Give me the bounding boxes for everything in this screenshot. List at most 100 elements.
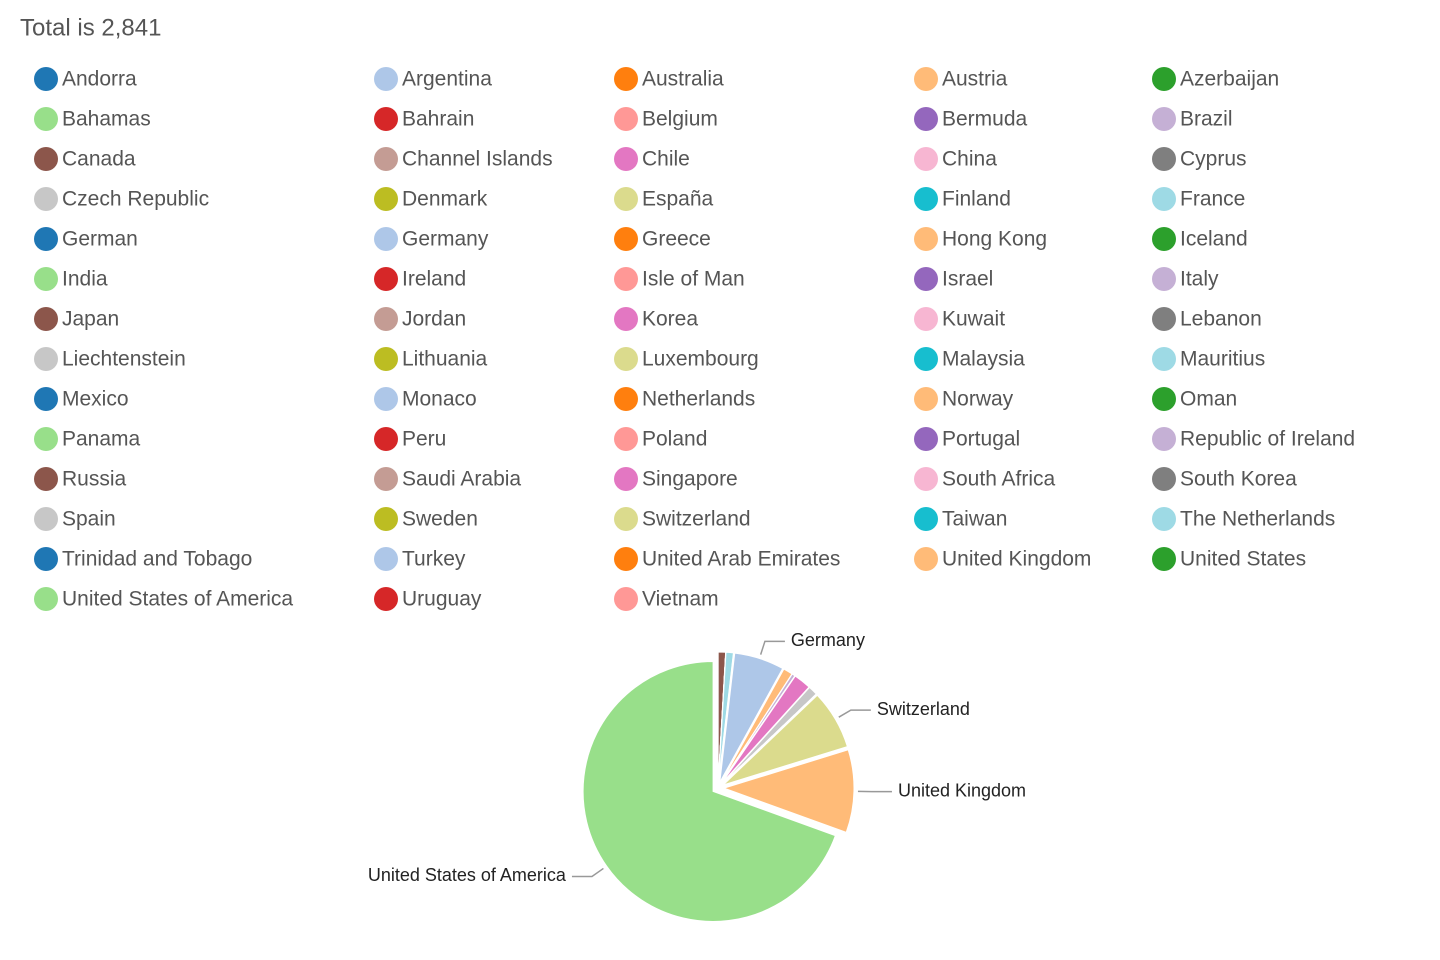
legend-label: Norway (942, 388, 1014, 411)
legend-label: Ireland (402, 268, 466, 291)
legend-swatch (914, 267, 938, 291)
legend-label: Republic of Ireland (1180, 428, 1355, 451)
legend-swatch (914, 67, 938, 91)
legend-swatch (614, 427, 638, 451)
legend-label: Taiwan (942, 508, 1007, 531)
legend-label: Mauritius (1180, 348, 1265, 371)
legend-swatch (34, 587, 58, 611)
legend-label: Singapore (642, 468, 738, 491)
legend-swatch (374, 227, 398, 251)
legend-label: Greece (642, 228, 711, 251)
legend-swatch (614, 107, 638, 131)
legend-swatch (374, 467, 398, 491)
legend-label: Chile (642, 148, 690, 171)
legend-swatch (914, 387, 938, 411)
legend-swatch (374, 107, 398, 131)
legend-swatch (614, 547, 638, 571)
legend-swatch (34, 347, 58, 371)
legend-label: Uruguay (402, 588, 482, 611)
legend-label: Sweden (402, 508, 478, 531)
legend-swatch (914, 427, 938, 451)
legend-swatch (914, 307, 938, 331)
legend-label: Austria (942, 68, 1008, 91)
legend-swatch (614, 67, 638, 91)
legend-label: Argentina (402, 68, 492, 91)
legend-swatch (1152, 147, 1176, 171)
legend-label: Bermuda (942, 108, 1028, 131)
legend-label: Cyprus (1180, 148, 1247, 171)
label-leader (571, 867, 604, 878)
legend-label: Israel (942, 268, 993, 291)
legend-swatch (614, 227, 638, 251)
legend-label: Saudi Arabia (402, 468, 521, 491)
legend-label: Liechtenstein (62, 348, 186, 371)
legend-swatch (914, 507, 938, 531)
legend-label: Korea (642, 308, 698, 331)
legend-label: Channel Islands (402, 148, 553, 171)
legend-swatch (34, 307, 58, 331)
legend-label: United States (1180, 548, 1306, 571)
legend-swatch (374, 307, 398, 331)
legend-label: Malaysia (942, 348, 1025, 371)
legend-label: Italy (1180, 268, 1219, 291)
legend-swatch (914, 467, 938, 491)
legend-label: United Arab Emirates (642, 548, 840, 571)
legend-swatch (914, 227, 938, 251)
legend-label: Iceland (1180, 228, 1248, 251)
legend-label: Isle of Man (642, 268, 745, 291)
legend-swatch (1152, 467, 1176, 491)
pie-slice (722, 749, 855, 833)
legend-label: Finland (942, 188, 1011, 211)
legend-label: United Kingdom (942, 548, 1091, 571)
legend-label: Vietnam (642, 588, 719, 611)
legend-label: Switzerland (642, 508, 751, 531)
legend-swatch (374, 187, 398, 211)
legend-label: Japan (62, 308, 119, 331)
legend-label: Trinidad and Tobago (62, 548, 252, 571)
legend-swatch (34, 547, 58, 571)
legend-swatch (1152, 547, 1176, 571)
legend-label: South Africa (942, 468, 1056, 491)
legend-swatch (374, 147, 398, 171)
legend-swatch (914, 107, 938, 131)
legend-swatch (914, 187, 938, 211)
legend-swatch (1152, 307, 1176, 331)
legend-swatch (614, 187, 638, 211)
legend-swatch (34, 427, 58, 451)
legend-label: Mexico (62, 388, 129, 411)
legend-swatch (34, 387, 58, 411)
slice-label: United States of America (368, 865, 567, 885)
legend-label: Oman (1180, 388, 1237, 411)
legend-label: Hong Kong (942, 228, 1047, 251)
legend-swatch (614, 587, 638, 611)
slice-label: Germany (791, 630, 865, 650)
legend-label: Lithuania (402, 348, 488, 371)
legend-label: Andorra (62, 68, 137, 91)
legend-label: Brazil (1180, 108, 1233, 131)
legend-label: South Korea (1180, 468, 1297, 491)
legend-label: España (642, 188, 714, 211)
legend-swatch (1152, 187, 1176, 211)
pie-slice (723, 747, 849, 787)
legend-swatch (614, 467, 638, 491)
legend-swatch (614, 267, 638, 291)
legend-swatch (34, 147, 58, 171)
legend-label: Canada (62, 148, 136, 171)
legend-swatch (1152, 387, 1176, 411)
slice-label: United Kingdom (898, 780, 1026, 800)
legend-swatch (1152, 427, 1176, 451)
legend-label: Australia (642, 68, 724, 91)
legend-label: India (62, 268, 108, 291)
legend-swatch (374, 347, 398, 371)
label-leader (838, 709, 871, 718)
legend-label: Russia (62, 468, 127, 491)
legend-label: Bahamas (62, 108, 151, 131)
legend-label: Jordan (402, 308, 466, 331)
pie-slice (722, 694, 849, 786)
legend-label: Turkey (402, 548, 466, 571)
legend-label: Kuwait (942, 308, 1005, 331)
legend-label: Portugal (942, 428, 1020, 451)
legend-swatch (614, 347, 638, 371)
legend-swatch (1152, 67, 1176, 91)
